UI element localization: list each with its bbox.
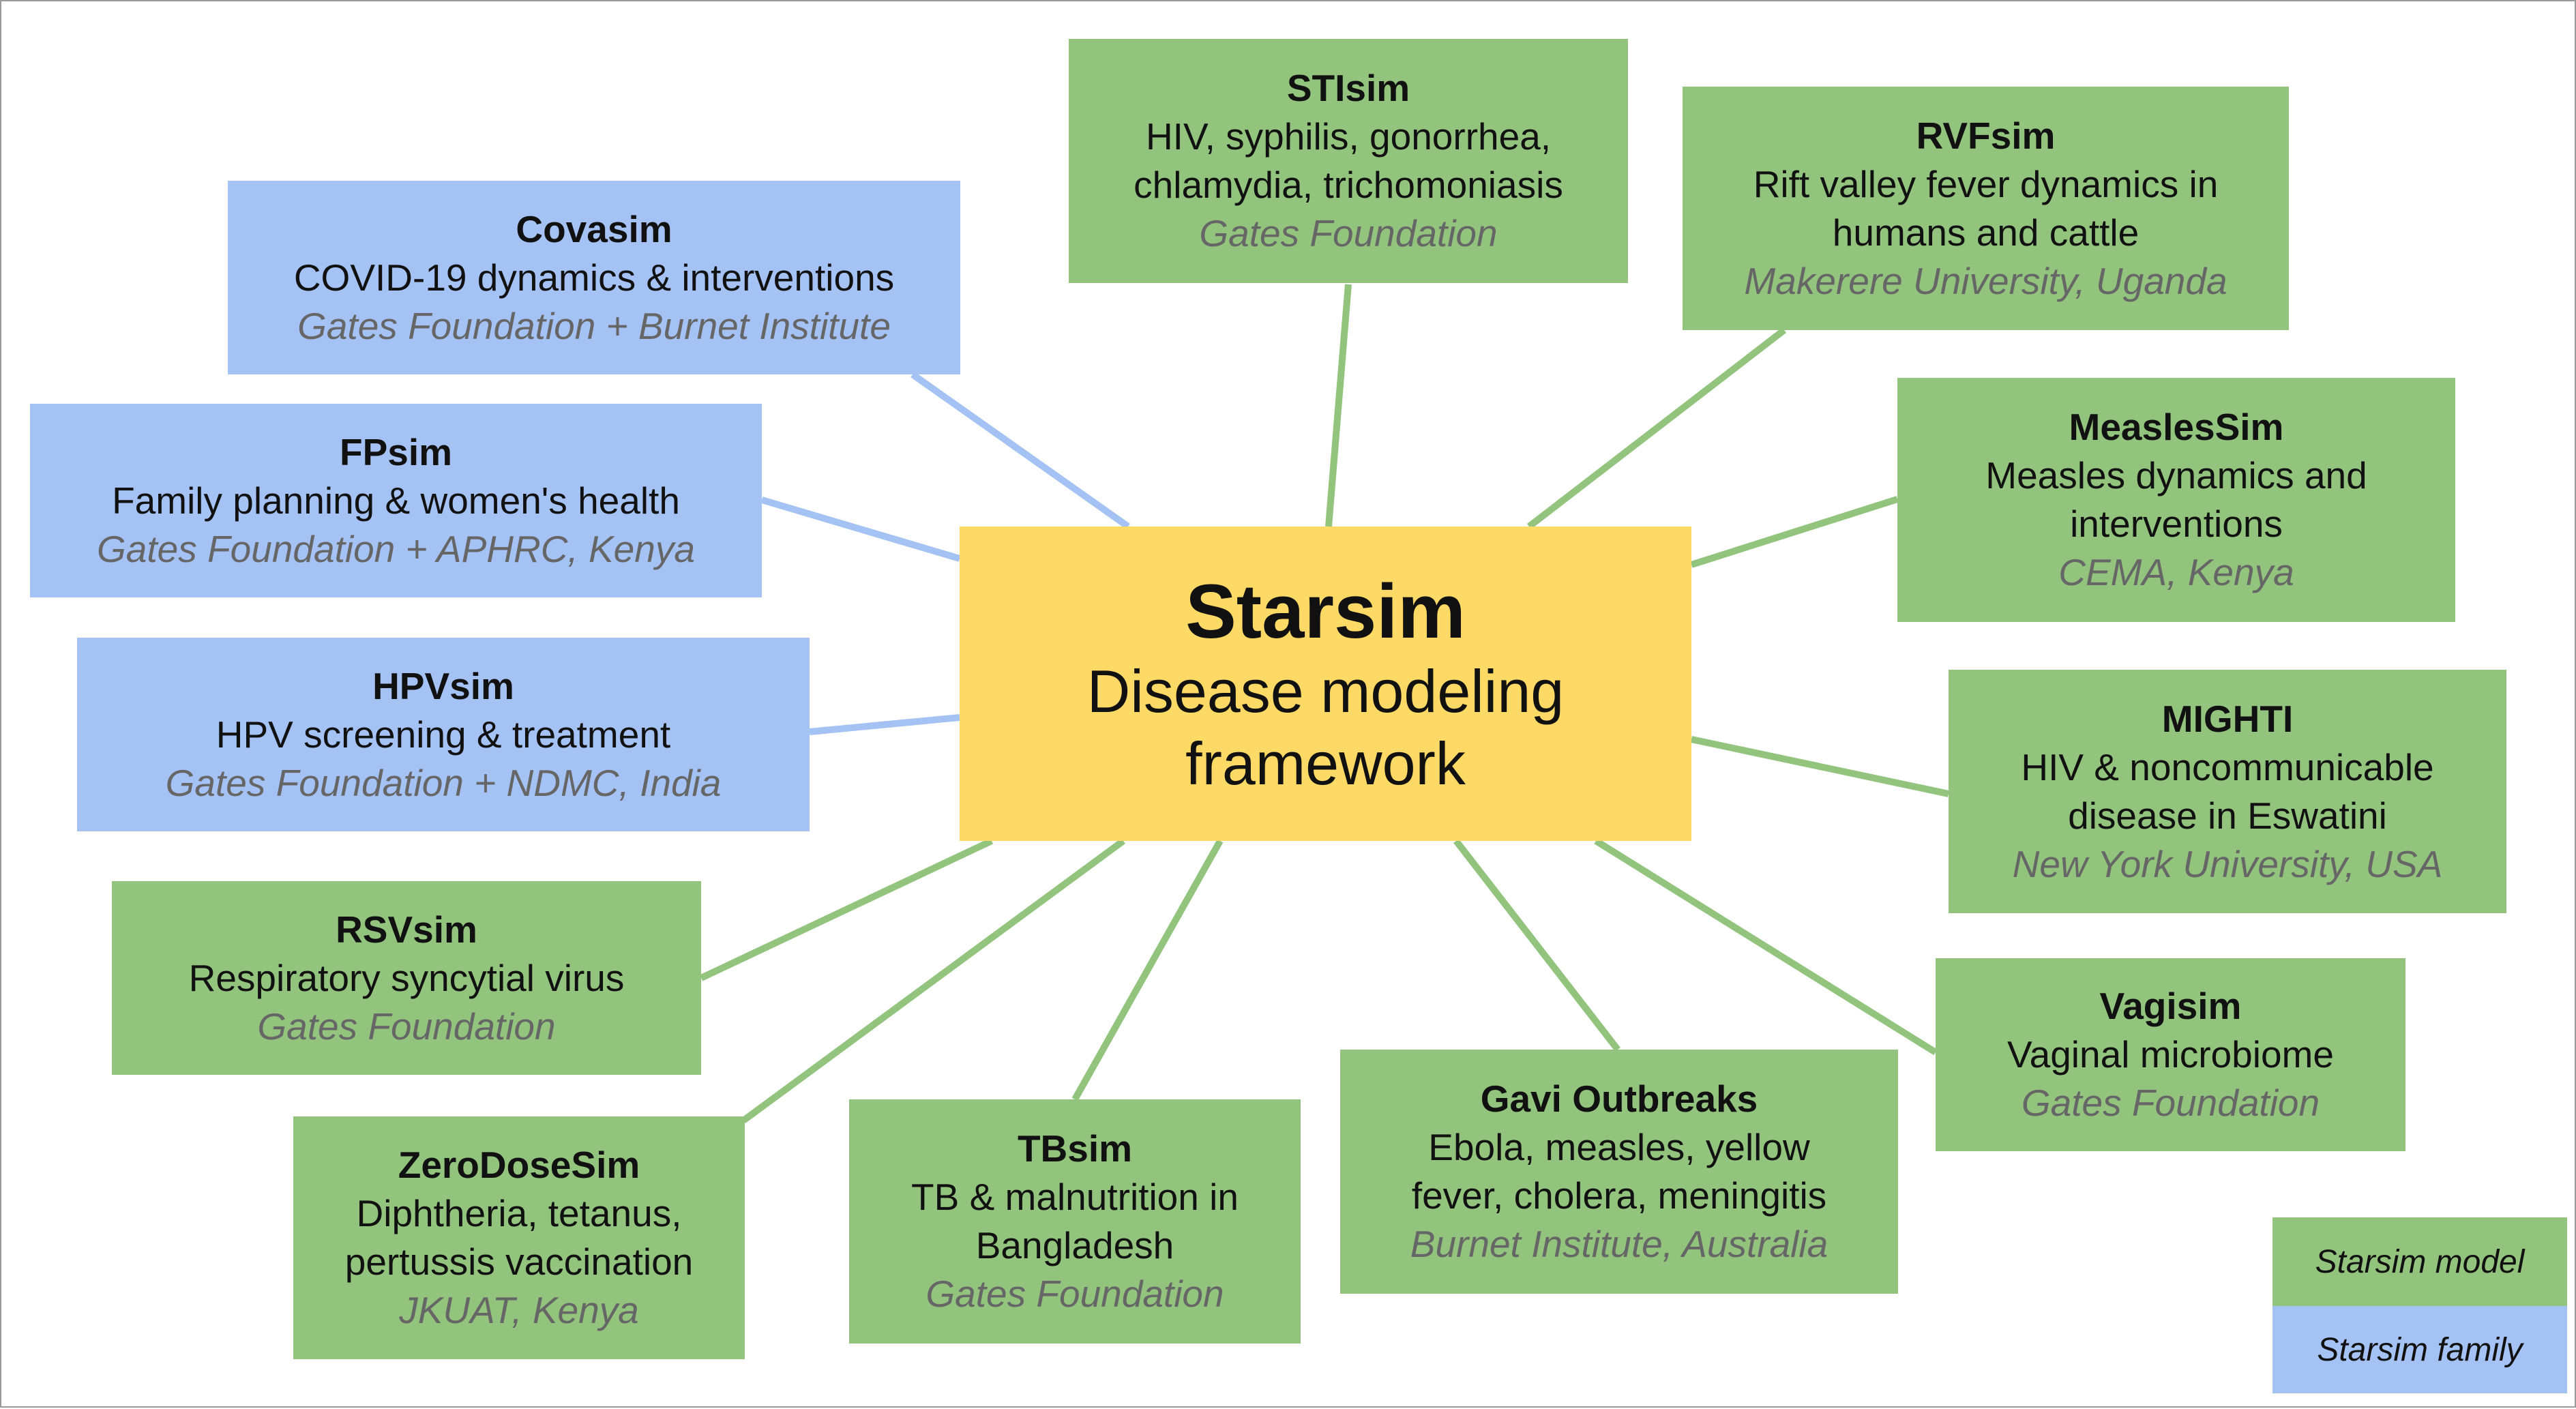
center-desc-line2: framework [1185,729,1466,797]
node-desc-line1: Diphtheria, tetanus, [356,1192,682,1234]
node-desc-line2: Bangladesh [975,1224,1174,1266]
node-desc-line2: interventions [2070,503,2283,545]
link-measlessim [1690,496,1899,568]
node-org: Makerere University, Uganda [1744,259,2227,302]
link-gavi [1453,838,1620,1052]
link-mighti [1690,736,1950,797]
link-stisim [1325,284,1352,527]
node-org: Gates Foundation + APHRC, Kenya [97,527,695,570]
node-org: Gates Foundation [2021,1082,2320,1124]
node-zerodosesim: ZeroDoseSim Diphtheria, tetanus, pertuss… [293,1116,745,1359]
node-desc-line1: HIV & noncommunicable [2021,745,2434,788]
node-desc: Family planning & women's health [112,479,680,522]
node-desc-line2: fever, cholera, meningitis [1411,1174,1827,1217]
center-node-starsim: Starsim Disease modeling framework [960,526,1691,841]
node-title: MIGHTI [2161,697,2294,740]
node-rvfsim: RVFsim Rift valley fever dynamics in hum… [1683,87,2289,330]
node-mighti: MIGHTI HIV & noncommunicable disease in … [1949,670,2506,913]
node-desc: HPV screening & treatment [216,713,671,756]
node-stisim: STIsim HIV, syphilis, gonorrhea, chlamyd… [1069,39,1628,283]
node-rsvsim: RSVsim Respiratory syncytial virus Gates… [112,881,701,1075]
node-title: FPsim [339,430,453,473]
link-zerodosesim [741,837,1125,1124]
node-tbsim: TBsim TB & malnutrition in Bangladesh Ga… [849,1099,1301,1344]
legend-model: Starsim model [2272,1217,2567,1306]
node-org: Gates Foundation + NDMC, India [165,761,722,804]
node-title: RSVsim [336,908,477,951]
center-title: Starsim [1185,568,1466,654]
node-measlessim: MeaslesSim Measles dynamics and interven… [1897,378,2455,622]
legend-family: Starsim family [2272,1306,2567,1393]
node-desc-line2: chlamydia, trichomoniasis [1134,164,1563,206]
node-gavi-outbreaks: Gavi Outbreaks Ebola, measles, yellow fe… [1340,1050,1898,1294]
node-desc: Vaginal microbiome [2007,1033,2334,1076]
node-title: HPVsim [372,664,514,707]
link-rsvsim [699,837,994,981]
node-title: Vagisim [2099,985,2242,1027]
link-hpvsim [809,714,960,735]
node-org: Gates Foundation [257,1005,556,1048]
node-desc-line1: HIV, syphilis, gonorrhea, [1145,115,1552,158]
node-org: Gates Foundation + Burnet Institute [297,304,891,347]
node-org: JKUAT, Kenya [399,1289,639,1331]
node-desc-line2: pertussis vaccination [344,1241,694,1283]
link-rvfsim [1526,327,1787,529]
node-desc-line2: humans and cattle [1832,211,2140,254]
node-org: CEMA, Kenya [2058,551,2294,593]
link-tbsim [1071,839,1224,1101]
node-org: Gates Foundation [926,1273,1224,1315]
node-title: Covasim [516,207,672,250]
node-desc-line1: TB & malnutrition in [911,1176,1239,1218]
node-org: Burnet Institute, Australia [1410,1223,1829,1265]
node-title: MeaslesSim [2069,406,2284,448]
node-title: TBsim [1017,1127,1133,1170]
node-desc-line1: Ebola, measles, yellow [1428,1126,1810,1168]
node-title: RVFsim [1916,114,2056,157]
node-desc-line2: disease in Eswatini [2068,794,2387,837]
node-covasim: Covasim COVID-19 dynamics & intervention… [228,181,960,374]
node-hpvsim: HPVsim HPV screening & treatment Gates F… [77,638,810,831]
node-fpsim: FPsim Family planning & women's health G… [30,404,762,597]
node-desc-line1: Rift valley fever dynamics in [1753,162,2219,205]
node-desc-line1: Measles dynamics and [1985,454,2367,496]
center-desc-line1: Disease modeling [1086,657,1565,725]
node-org: Gates Foundation [1199,212,1498,254]
link-vagisim [1594,837,1938,1056]
node-title: Gavi Outbreaks [1480,1078,1758,1120]
node-desc: Respiratory syncytial virus [188,956,625,999]
node-vagisim: Vagisim Vaginal microbiome Gates Foundat… [1936,958,2405,1151]
link-fpsim [760,496,961,562]
node-title: ZeroDoseSim [398,1144,640,1186]
link-covasim [911,371,1130,530]
node-org: New York University, USA [2012,842,2443,885]
node-desc: COVID-19 dynamics & interventions [293,256,895,299]
node-title: STIsim [1286,67,1410,109]
